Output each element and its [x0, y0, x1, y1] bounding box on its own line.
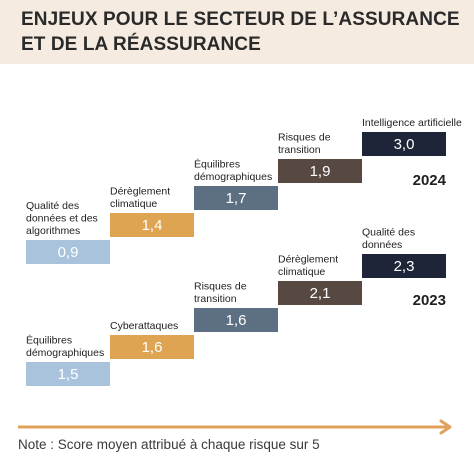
category-label: Risques de [194, 281, 247, 293]
value-label: 1,9 [310, 163, 331, 180]
value-label: 3,0 [394, 136, 415, 153]
category-label: démographiques [26, 347, 104, 359]
bar-2024-4 [278, 159, 362, 183]
category-label: Dérèglement [110, 186, 170, 198]
category-label: climatique [278, 266, 325, 278]
bar-2023-1 [26, 362, 110, 386]
category-label: transition [194, 293, 237, 305]
category-label: données [362, 239, 402, 251]
bar-2024-1 [26, 240, 110, 264]
category-label: Équilibres [194, 158, 240, 171]
value-label: 1,6 [142, 339, 163, 356]
category-label: climatique [110, 198, 157, 210]
value-label: 0,9 [58, 244, 79, 261]
value-label: 1,4 [142, 217, 163, 234]
bar-2023-3 [194, 308, 278, 332]
year-label: 2023 [413, 292, 446, 309]
category-label: transition [278, 144, 321, 156]
category-label: Cyberattaques [110, 320, 178, 332]
value-label: 2,3 [394, 258, 415, 275]
category-label: Dérèglement [278, 254, 338, 266]
bar-2023-5 [362, 254, 446, 278]
category-label: Risques de [278, 132, 331, 144]
value-label: 1,5 [58, 366, 79, 383]
timeline-arrow-head [439, 419, 452, 435]
year-label: 2024 [413, 172, 447, 189]
value-label: 1,7 [226, 190, 247, 207]
bar-2023-4 [278, 281, 362, 305]
bar-2023-2 [110, 335, 194, 359]
category-label: Qualité des [362, 227, 415, 239]
bar-2024-3 [194, 186, 278, 210]
title-banner [0, 0, 474, 64]
category-label: Équilibres [26, 334, 72, 347]
value-label: 2,1 [310, 285, 331, 302]
category-label: algorithmes [26, 225, 80, 237]
category-label: démographiques [194, 171, 272, 183]
bar-2024-5 [362, 132, 446, 156]
category-label: Intelligence artificielle [362, 117, 462, 129]
page-title: ENJEUX POUR LE SECTEUR DE L’ASSURANCE ET… [21, 9, 460, 55]
value-label: 1,6 [226, 312, 247, 329]
category-label: Qualité des [26, 200, 79, 212]
bar-2024-2 [110, 213, 194, 237]
footnote: Note : Score moyen attribué à chaque ris… [18, 437, 320, 452]
category-label: données et des [26, 213, 98, 225]
